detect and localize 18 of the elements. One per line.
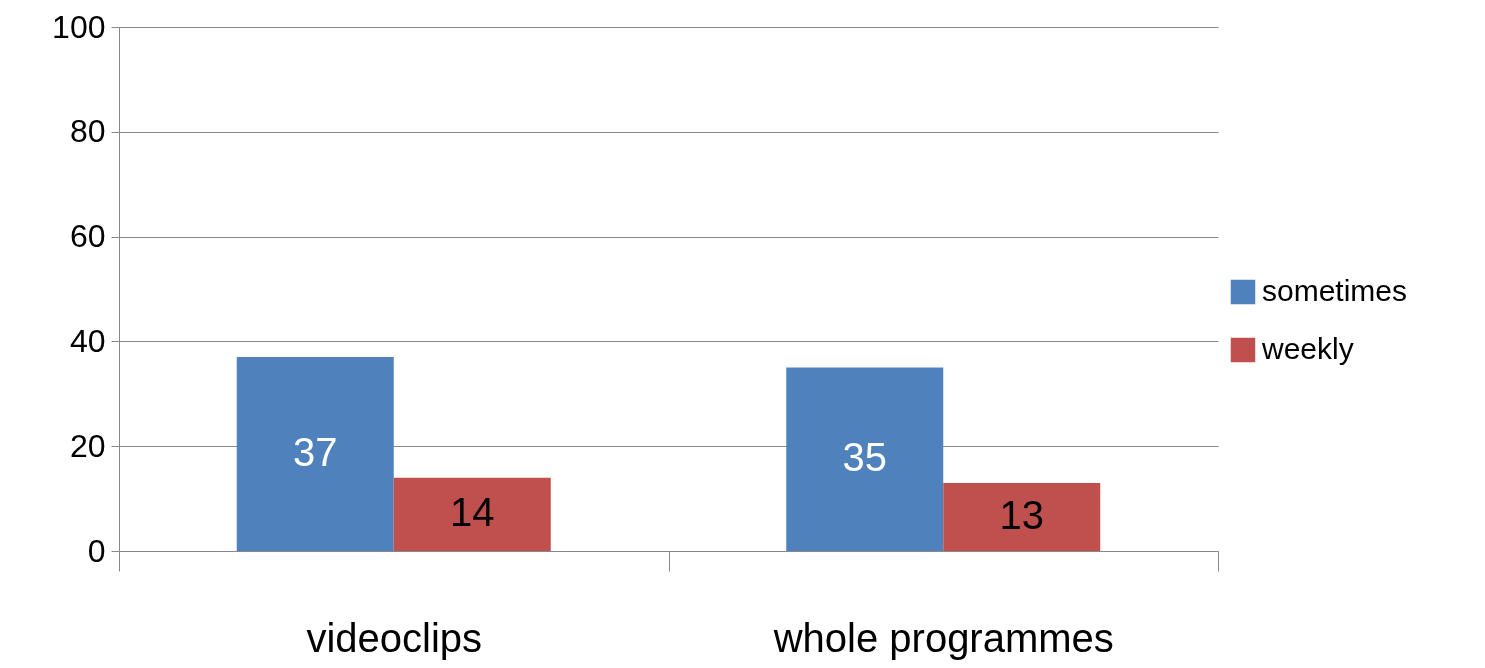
data-label: 13: [999, 492, 1044, 537]
legend-label: sometimes: [1262, 274, 1408, 307]
bar: [393, 477, 551, 551]
y-tick-label: 40: [69, 322, 106, 359]
y-tick-label: 20: [69, 427, 106, 464]
x-tick-label: whole programmes: [772, 615, 1114, 660]
bar: [786, 367, 944, 551]
y-tick-label: 0: [87, 532, 106, 569]
y-tick-label: 100: [52, 8, 106, 45]
y-tick-label: 80: [69, 113, 106, 150]
bar: [943, 482, 1101, 551]
data-label: 35: [842, 435, 887, 480]
data-label: 14: [450, 490, 495, 535]
legend-label: weekly: [1261, 332, 1354, 365]
x-tick-label: videoclips: [306, 615, 483, 660]
data-label: 37: [293, 430, 338, 475]
y-tick-label: 60: [69, 218, 106, 255]
bar: [236, 357, 394, 551]
